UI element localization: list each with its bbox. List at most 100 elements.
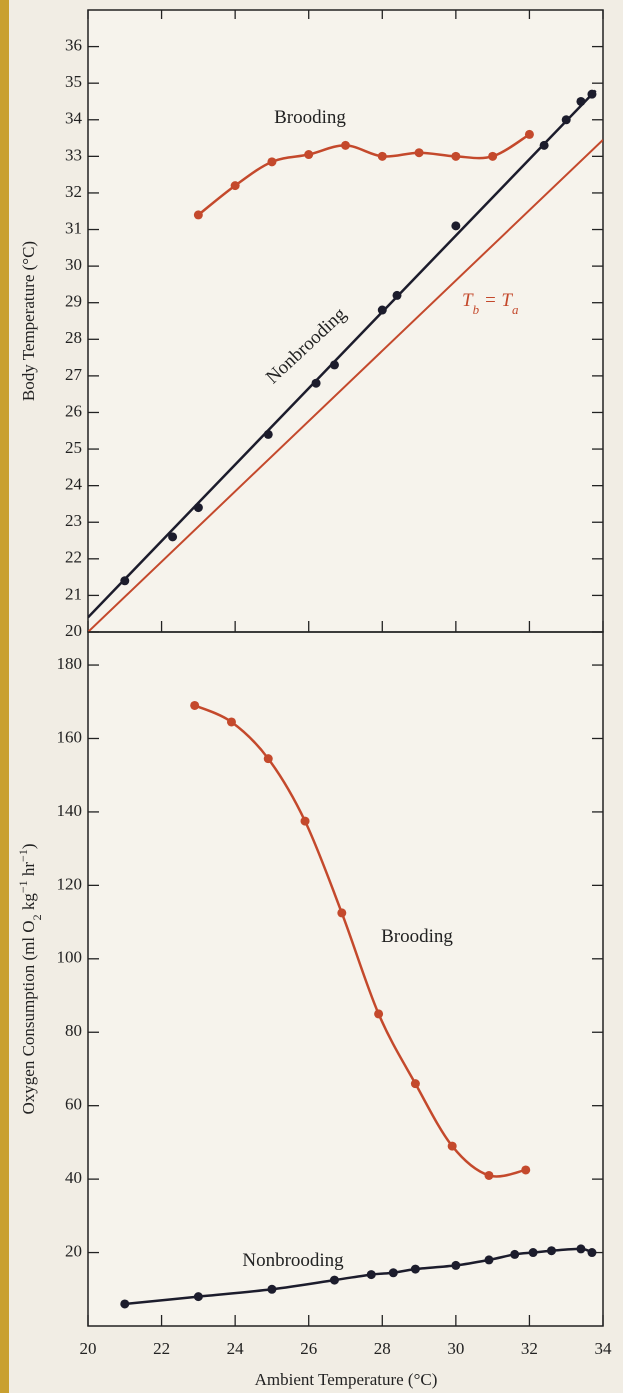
x-tick-label: 22 bbox=[153, 1339, 170, 1358]
reference-label: Tb = Ta bbox=[462, 290, 519, 317]
y-tick-label: 140 bbox=[57, 801, 83, 820]
data-point bbox=[561, 115, 571, 125]
data-point bbox=[337, 908, 347, 918]
plot-frame bbox=[87, 631, 604, 1327]
label-part: kg bbox=[19, 893, 38, 915]
x-tick-label: 20 bbox=[80, 1339, 97, 1358]
y-tick-label: 180 bbox=[57, 654, 83, 673]
y-tick-label: 36 bbox=[65, 35, 82, 54]
label-part: a bbox=[512, 302, 519, 317]
data-point bbox=[484, 1170, 494, 1180]
data-point bbox=[528, 1248, 538, 1258]
label-part: −1 bbox=[16, 880, 30, 893]
page-edge bbox=[0, 0, 9, 1393]
data-point bbox=[230, 181, 240, 191]
data-point bbox=[193, 1292, 203, 1302]
y-tick-label: 80 bbox=[65, 1021, 82, 1040]
data-point bbox=[447, 1141, 457, 1151]
data-point bbox=[120, 1299, 130, 1309]
data-point bbox=[300, 816, 310, 826]
data-point bbox=[311, 378, 321, 388]
data-point bbox=[576, 1244, 586, 1254]
data-point bbox=[388, 1268, 398, 1278]
label-part: b bbox=[473, 302, 480, 317]
plot-background bbox=[88, 10, 603, 1326]
y-tick-label: 21 bbox=[65, 584, 82, 603]
data-point bbox=[576, 96, 586, 106]
y-axis-label: Body Temperature (°C) bbox=[19, 241, 38, 401]
data-point bbox=[414, 148, 424, 158]
data-point bbox=[451, 151, 461, 161]
data-point bbox=[587, 1248, 597, 1258]
y-tick-label: 100 bbox=[57, 948, 83, 967]
x-tick-label: 26 bbox=[300, 1339, 317, 1358]
label-part: Oxygen Consumption (ml O bbox=[19, 920, 38, 1114]
data-point bbox=[587, 89, 597, 99]
y-tick-label: 31 bbox=[65, 218, 82, 237]
series-line bbox=[197, 133, 531, 216]
label-part: = T bbox=[479, 290, 513, 311]
data-point bbox=[392, 290, 402, 300]
data-point bbox=[410, 1079, 420, 1089]
y-tick-label: 20 bbox=[65, 621, 82, 640]
data-point bbox=[524, 129, 534, 139]
data-point bbox=[451, 1260, 461, 1270]
label-part: 2 bbox=[30, 914, 44, 920]
y-tick-label: 28 bbox=[65, 328, 82, 347]
y-tick-label: 24 bbox=[65, 475, 83, 494]
y-tick-label: 26 bbox=[65, 401, 82, 420]
x-tick-label: 28 bbox=[374, 1339, 391, 1358]
y-tick-label: 34 bbox=[65, 109, 83, 128]
y-tick-label: 27 bbox=[65, 365, 83, 384]
series-label: Brooding bbox=[274, 107, 346, 128]
data-point bbox=[226, 717, 236, 727]
data-point bbox=[267, 157, 277, 167]
y-tick-label: 40 bbox=[65, 1168, 82, 1187]
data-point bbox=[374, 1009, 384, 1019]
series-label: Nonbrooding bbox=[242, 1250, 344, 1271]
series-label: Brooding bbox=[381, 926, 453, 947]
y-tick-label: 32 bbox=[65, 182, 82, 201]
data-point bbox=[193, 210, 203, 220]
x-tick-label: 24 bbox=[227, 1339, 245, 1358]
y-tick-label: 23 bbox=[65, 511, 82, 530]
y-tick-label: 160 bbox=[57, 727, 83, 746]
data-point bbox=[263, 429, 273, 439]
y-axis-label: Oxygen Consumption (ml O2 kg−1 hr−1) bbox=[16, 844, 44, 1115]
data-point bbox=[484, 1255, 494, 1265]
data-point bbox=[488, 151, 498, 161]
fit-line bbox=[88, 89, 597, 619]
data-point bbox=[341, 140, 350, 150]
data-point bbox=[190, 700, 200, 710]
label-part: ) bbox=[19, 844, 38, 850]
label-part: T bbox=[462, 290, 474, 311]
x-tick-label: 32 bbox=[521, 1339, 538, 1358]
data-point bbox=[168, 532, 178, 542]
data-point bbox=[120, 576, 130, 586]
y-tick-label: 29 bbox=[65, 292, 82, 311]
data-point bbox=[366, 1270, 376, 1280]
data-point bbox=[329, 1275, 339, 1285]
data-point bbox=[267, 1284, 277, 1294]
data-point bbox=[329, 360, 339, 370]
x-axis-label: Ambient Temperature (°C) bbox=[255, 1370, 438, 1389]
y-tick-label: 35 bbox=[65, 72, 82, 91]
series-line bbox=[194, 704, 527, 1178]
label-part: −1 bbox=[16, 849, 30, 862]
data-point bbox=[451, 221, 461, 231]
reference-line bbox=[88, 139, 603, 632]
y-tick-label: 20 bbox=[65, 1241, 82, 1260]
data-point bbox=[377, 151, 387, 161]
y-tick-label: 30 bbox=[65, 255, 82, 274]
y-tick-label: 120 bbox=[57, 874, 83, 893]
data-point bbox=[304, 150, 314, 160]
y-tick-label: 25 bbox=[65, 438, 82, 457]
data-point bbox=[193, 503, 203, 513]
label-part: hr bbox=[19, 862, 38, 881]
y-tick-label: 60 bbox=[65, 1095, 82, 1114]
data-point bbox=[539, 140, 549, 150]
x-tick-label: 30 bbox=[447, 1339, 464, 1358]
y-tick-label: 22 bbox=[65, 548, 82, 567]
